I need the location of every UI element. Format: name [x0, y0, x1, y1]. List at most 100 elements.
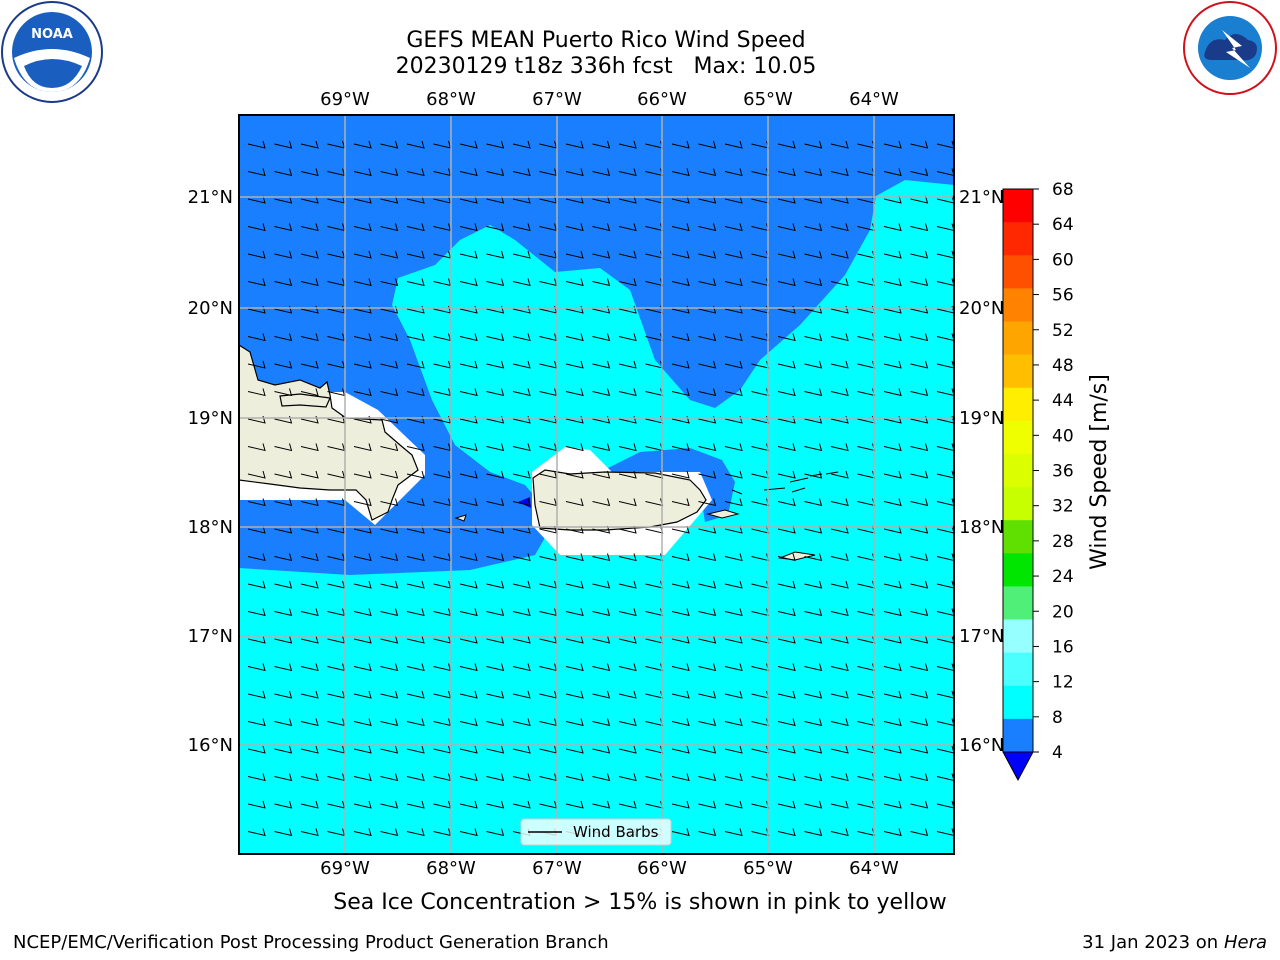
wind-barb: [274, 168, 293, 177]
wind-barb: [698, 525, 717, 534]
wind-barb: [247, 388, 266, 397]
lon-label: 69°W: [320, 858, 370, 879]
lon-label: 66°W: [637, 89, 687, 110]
wind-barb: [724, 470, 743, 479]
wind-barb: [671, 333, 690, 342]
wind-barb: [724, 223, 743, 232]
wind-barbs-legend: Wind Barbs: [520, 818, 672, 846]
wind-barb: [910, 635, 929, 644]
wind-barb: [512, 168, 531, 177]
wind-barb: [459, 388, 478, 397]
wind-barb: [936, 498, 954, 507]
wind-barb: [247, 443, 266, 452]
wind-barb: [698, 498, 717, 507]
wind-barb: [618, 388, 637, 397]
wind-barb: [671, 635, 690, 644]
wind-barb: [592, 278, 611, 287]
wind-barb: [724, 800, 743, 809]
wind-barb: [486, 800, 505, 809]
wind-barb: [804, 718, 823, 727]
wind-barb: [724, 388, 743, 397]
wind-barb: [274, 580, 293, 589]
land-mona: [454, 514, 467, 522]
wind-barb: [353, 278, 372, 287]
wind-barb: [406, 690, 425, 699]
wind-barb: [883, 773, 902, 782]
wind-barb: [830, 498, 849, 507]
wind-barb: [512, 525, 531, 534]
wind-barb: [565, 608, 584, 617]
wind-barb: [910, 333, 929, 342]
wind-barb: [512, 745, 531, 754]
wind-barb: [698, 800, 717, 809]
lat-label: 18°N: [188, 517, 233, 538]
wind-barb: [486, 278, 505, 287]
wind-barb: [671, 470, 690, 479]
wind-barb: [724, 525, 743, 534]
wind-barb: [618, 663, 637, 672]
wind-barb: [353, 250, 372, 259]
wind-barb: [486, 140, 505, 149]
wind-barb: [300, 388, 319, 397]
wind-barb: [565, 745, 584, 754]
wind-barb: [883, 690, 902, 699]
wind-barb: [274, 278, 293, 287]
lon-label: 64°W: [849, 858, 899, 879]
wind-barb: [565, 635, 584, 644]
wind-barb: [830, 635, 849, 644]
wind-barb: [804, 223, 823, 232]
wind-barb: [804, 580, 823, 589]
wind-barb: [936, 195, 954, 204]
wind-barb: [698, 168, 717, 177]
wind-barb: [883, 745, 902, 754]
wind-barb: [592, 635, 611, 644]
wind-barb: [512, 140, 531, 149]
wind-barb: [883, 663, 902, 672]
wind-barb: [459, 168, 478, 177]
wind-barb: [565, 718, 584, 727]
wind-barb: [777, 278, 796, 287]
wind-barb: [300, 278, 319, 287]
wind-barb: [406, 250, 425, 259]
wind-barb: [300, 690, 319, 699]
wind-barb: [565, 333, 584, 342]
wind-barb: [274, 223, 293, 232]
wind-barb: [936, 250, 954, 259]
wind-barb: [671, 608, 690, 617]
lat-label: 18°N: [959, 517, 1004, 538]
wind-barb: [565, 773, 584, 782]
wind-barb: [883, 553, 902, 562]
wind-barb: [936, 223, 954, 232]
wind-barb: [459, 140, 478, 149]
wind-barb: [698, 828, 717, 837]
wind-barb: [830, 443, 849, 452]
wind-barb: [512, 690, 531, 699]
wind-barb: [883, 635, 902, 644]
wind-barb: [936, 580, 954, 589]
colorbar-segment: [1003, 453, 1033, 488]
wind-barb: [512, 443, 531, 452]
lat-label: 16°N: [959, 735, 1004, 756]
wind-barb: [910, 388, 929, 397]
map-frame: [238, 114, 955, 855]
wind-barb: [459, 800, 478, 809]
wind-barb: [565, 663, 584, 672]
wind-barb: [459, 745, 478, 754]
map-gridlines: [239, 115, 954, 854]
wind-barb: [353, 800, 372, 809]
wind-barb: [592, 608, 611, 617]
wind-barb: [777, 828, 796, 837]
footer-date-text: 31 Jan 2023 on: [1082, 932, 1219, 953]
wind-barb: [380, 278, 399, 287]
wind-barb: [300, 800, 319, 809]
wind-barb: [804, 140, 823, 149]
noaa-logo: NOAA: [1, 1, 103, 103]
wind-barb: [910, 828, 929, 837]
wind-barb: [671, 498, 690, 507]
wind-barb: [459, 635, 478, 644]
wind-barb: [565, 223, 584, 232]
wind-barb: [910, 718, 929, 727]
wind-barb: [804, 278, 823, 287]
wind-barb: [300, 195, 319, 204]
wind-barb: [592, 470, 611, 479]
